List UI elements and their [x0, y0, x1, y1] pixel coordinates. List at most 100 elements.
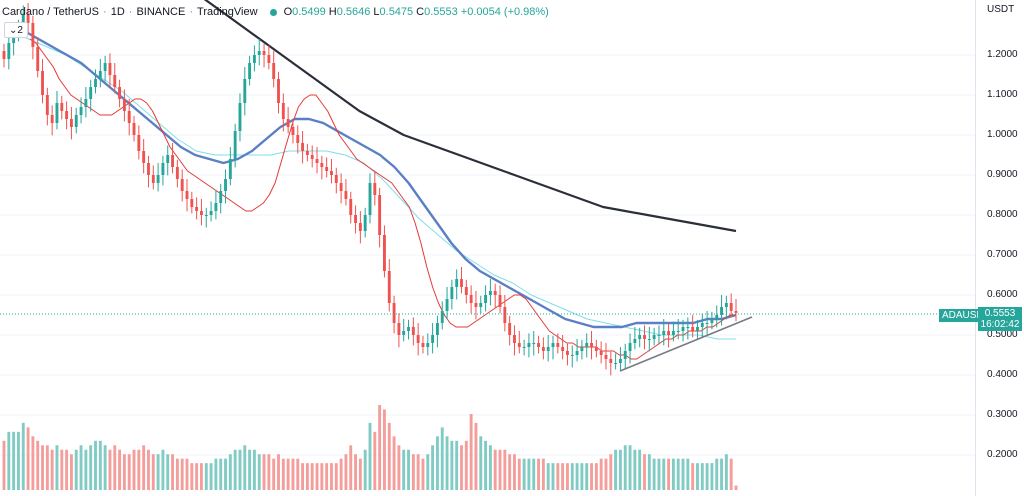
high-value: H0.5646 [328, 6, 371, 18]
candle-body [445, 299, 449, 311]
candle-body [36, 47, 40, 71]
candle-body [378, 195, 382, 235]
volume-bar [498, 449, 502, 490]
candle-body [667, 331, 671, 335]
candle-body [281, 103, 285, 119]
price-tick-label: 0.9000 [987, 169, 1018, 180]
volume-bar [55, 445, 59, 490]
candle-body [320, 163, 324, 167]
candle-body [248, 63, 252, 79]
candle-body [696, 327, 699, 331]
volume-bar [570, 463, 574, 490]
candle-body [65, 111, 69, 119]
volume-bar [200, 463, 203, 490]
candle-body [190, 199, 194, 207]
volume-bar [219, 458, 223, 490]
candle-body [411, 327, 415, 335]
volume-bar [537, 458, 540, 490]
volume-bar [676, 458, 680, 490]
candle-body [339, 183, 343, 191]
volume-bar [686, 458, 690, 490]
candle-body [537, 343, 540, 347]
candle-body [532, 343, 536, 344]
candle-body [31, 23, 35, 47]
candle-body [267, 55, 271, 63]
candle-body [460, 279, 463, 287]
volume-bar [556, 463, 560, 490]
volume-bar [320, 463, 324, 490]
volume-bar [161, 449, 165, 490]
volume-bar [330, 463, 333, 490]
volume-bar [657, 458, 661, 490]
candle-body [286, 119, 290, 127]
volume-bar [363, 449, 367, 490]
candle-body [349, 199, 353, 215]
candle-body [315, 159, 319, 163]
candle-body [402, 331, 406, 335]
close-value: C0.5553 [416, 6, 458, 18]
ascending-trendline[interactable] [619, 316, 753, 372]
candle-body [94, 79, 97, 87]
volume-bar [334, 463, 338, 490]
candle-body [715, 315, 719, 319]
volume-bar [580, 463, 584, 490]
candle-body [431, 335, 435, 343]
symbol-name[interactable]: Cardano / TetherUS [2, 6, 100, 18]
candle-body [416, 335, 420, 343]
candle-body [132, 123, 136, 135]
candle-body [2, 51, 6, 59]
candle-body [151, 175, 155, 183]
candle-body [103, 63, 107, 71]
candle-body [354, 215, 357, 223]
candle-body [127, 111, 131, 123]
candle-body [368, 183, 372, 215]
volume-bar [710, 463, 714, 490]
low-value: L0.5475 [373, 6, 414, 18]
volume-bar [94, 440, 97, 490]
volume-bar [575, 463, 579, 490]
candlesticks [2, 3, 738, 376]
candle-body [720, 307, 723, 315]
candle-body [734, 311, 738, 313]
candle-body [166, 155, 170, 163]
candle-body [450, 287, 454, 299]
candle-body [700, 323, 704, 327]
price-tick-label: 0.7000 [987, 249, 1018, 260]
candle-body [363, 215, 367, 231]
volume-bar [532, 458, 536, 490]
candle-body [79, 107, 83, 115]
currency-label[interactable]: USDT [987, 4, 1015, 15]
volume-bar [243, 445, 247, 490]
candle-body [604, 355, 608, 359]
volume-bar [209, 463, 213, 490]
candle-body [344, 191, 348, 199]
volume-bar [561, 463, 565, 490]
candle-body [200, 211, 203, 215]
candle-body [710, 319, 714, 323]
volume-bar [681, 458, 685, 490]
volume-bar [643, 454, 646, 490]
price-axis[interactable] [975, 0, 1024, 496]
volume-bar [633, 449, 637, 490]
candle-body [570, 355, 574, 356]
volume-bar [614, 449, 618, 490]
candle-body [296, 135, 300, 143]
interval-label[interactable]: 1D [110, 6, 125, 18]
indicators-toggle-button[interactable]: ⌄ 2 [4, 22, 28, 38]
candle-body [421, 343, 425, 347]
volume-bars [2, 405, 738, 490]
volume-bar [397, 445, 401, 490]
volume-bar [431, 445, 435, 490]
symbol-legend[interactable]: Cardano / TetherUS · 1D · BINANCE · Trad… [2, 4, 549, 20]
volume-bar [122, 454, 126, 490]
volume-bar [190, 463, 194, 490]
candle-body [214, 203, 218, 211]
candle-body [676, 331, 680, 332]
volume-bar [281, 458, 285, 490]
trendline-drawing[interactable] [619, 316, 753, 372]
legend-separator: · [189, 6, 194, 18]
volume-bar [445, 436, 449, 490]
volume-bar [450, 440, 454, 490]
